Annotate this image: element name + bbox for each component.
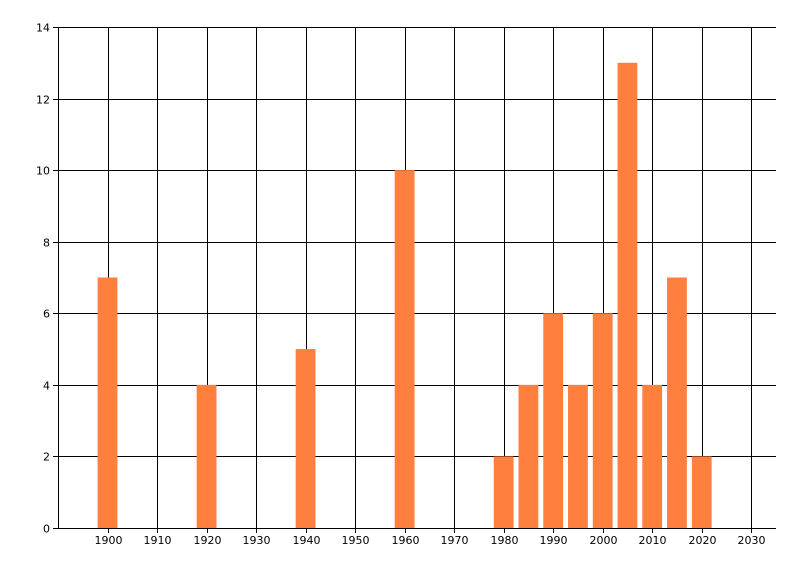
bar-1960 xyxy=(394,170,415,528)
bar-1980 xyxy=(493,456,514,528)
y-tick-label: 6 xyxy=(43,308,50,321)
x-tick-label: 2020 xyxy=(689,534,717,547)
axes xyxy=(53,27,776,533)
bar-1920 xyxy=(196,384,217,528)
bar-2000 xyxy=(592,313,613,528)
y-tick-label: 0 xyxy=(43,523,50,536)
bar-1940 xyxy=(295,349,316,528)
bar-2020 xyxy=(691,456,712,528)
y-tick-label: 8 xyxy=(43,237,50,250)
x-tick-label: 2030 xyxy=(738,534,766,547)
bar-1995 xyxy=(568,384,588,528)
x-tick-label: 1930 xyxy=(243,534,271,547)
x-tick-label: 1920 xyxy=(194,534,222,547)
y-tick-label: 10 xyxy=(36,165,50,178)
x-tick-label: 1900 xyxy=(95,534,123,547)
x-tick-label: 1910 xyxy=(144,534,172,547)
bar-2015 xyxy=(667,277,687,528)
x-tick-label: 1980 xyxy=(491,534,519,547)
bar-1900 xyxy=(97,277,118,528)
bars xyxy=(97,62,712,529)
x-tick-label: 1990 xyxy=(540,534,568,547)
bar-1990 xyxy=(543,313,564,528)
y-tick-label: 2 xyxy=(43,451,50,464)
x-tick-label: 2000 xyxy=(590,534,618,547)
y-tick-label: 4 xyxy=(43,380,50,393)
tick-labels: 0 2 4 6 8 10 12 14 1900 1910 1920 1930 1940 1950 1960 1… xyxy=(36,22,766,548)
bar-2010 xyxy=(642,384,663,528)
bar-1985 xyxy=(518,384,539,528)
y-tick-label: 12 xyxy=(36,94,50,107)
x-tick-label: 2010 xyxy=(639,534,667,547)
x-tick-label: 1960 xyxy=(392,534,420,547)
y-tick-label: 14 xyxy=(36,22,50,35)
x-tick-label: 1950 xyxy=(342,534,370,547)
x-tick-label: 1940 xyxy=(293,534,321,547)
bar-2005 xyxy=(617,62,638,529)
x-tick-label: 1970 xyxy=(441,534,469,547)
